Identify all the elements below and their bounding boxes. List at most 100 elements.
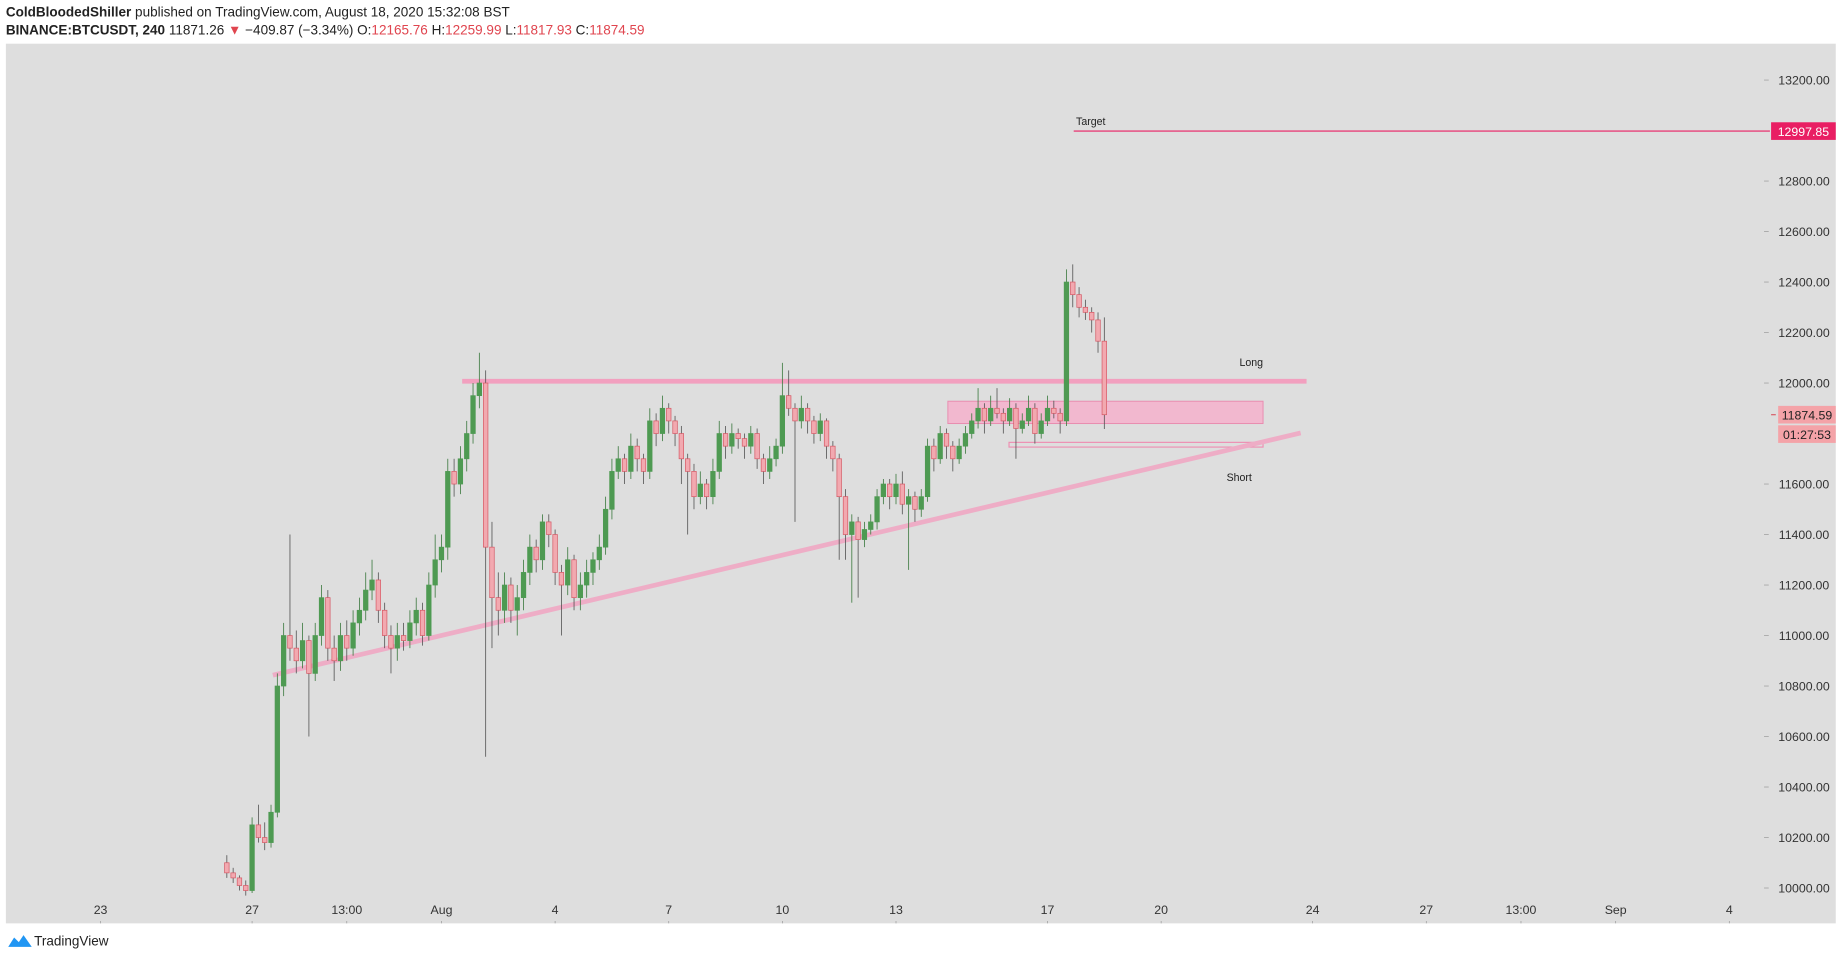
candle-body xyxy=(817,420,823,434)
candle-body xyxy=(337,635,344,662)
candle-body xyxy=(1089,311,1095,321)
x-tick-label: 7 xyxy=(665,903,672,917)
publish-line: ColdBloodedShiller published on TradingV… xyxy=(6,5,510,20)
y-tick-label: 12600.00 xyxy=(1778,225,1830,239)
x-tick-label: 23 xyxy=(94,903,108,917)
candle-body xyxy=(773,445,779,460)
y-tick-label: 10400.00 xyxy=(1778,781,1830,795)
x-tick-label: 27 xyxy=(1419,903,1433,917)
candle-body xyxy=(912,496,918,510)
y-tick-label: 11200.00 xyxy=(1779,579,1830,593)
candle-body xyxy=(760,458,767,472)
open: 12165.76 xyxy=(371,22,427,37)
candle-body xyxy=(584,572,590,586)
candle-body xyxy=(1101,340,1107,416)
x-tick-label: Aug xyxy=(431,903,453,917)
candle-body xyxy=(962,433,969,447)
candle-body xyxy=(653,420,659,434)
candle-body xyxy=(514,597,520,611)
candle-body xyxy=(849,521,855,535)
candle-body xyxy=(685,458,691,472)
candle-body xyxy=(394,635,400,649)
logo[interactable] xyxy=(8,935,32,947)
ohlc-line: BINANCE:BTCUSDT, 240 11871.26 ▼ −409.87 … xyxy=(6,22,645,37)
x-tick-label: 4 xyxy=(1726,903,1733,917)
candle-body xyxy=(464,433,470,460)
brand[interactable]: TradingView xyxy=(34,934,109,949)
y-tick-label: 12400.00 xyxy=(1778,276,1830,290)
candle-body xyxy=(855,521,861,540)
short-label: Short xyxy=(1227,472,1252,484)
candle-body xyxy=(527,546,533,573)
candle-body xyxy=(994,407,1000,414)
candle-body xyxy=(596,546,602,561)
candle-body xyxy=(331,647,337,662)
candle-body xyxy=(1063,281,1070,422)
candle-body xyxy=(558,572,565,586)
candle-body xyxy=(615,458,621,472)
author[interactable]: ColdBloodedShiller xyxy=(6,5,132,20)
x-tick-label: 13:00 xyxy=(1506,903,1537,917)
candle-body xyxy=(325,597,331,649)
l-label: L: xyxy=(505,22,516,37)
candle-body xyxy=(754,433,760,460)
candle-body xyxy=(299,640,306,662)
candle-body xyxy=(893,483,899,498)
candle-body xyxy=(470,395,476,434)
candle-body xyxy=(230,872,236,879)
candles xyxy=(224,264,1107,896)
candle-body xyxy=(533,546,539,561)
last-price: 11871.26 xyxy=(169,22,224,37)
candle-body xyxy=(268,811,274,843)
candle-body xyxy=(262,837,268,843)
candle-body xyxy=(255,824,262,838)
candle-body xyxy=(489,546,495,599)
candle-body xyxy=(880,483,887,498)
candle-body xyxy=(539,521,546,561)
candle-body xyxy=(792,407,798,422)
candle-body xyxy=(501,584,508,611)
short-zone xyxy=(1008,441,1264,448)
candle-body xyxy=(988,407,994,422)
candle-body xyxy=(666,407,672,422)
candle-body xyxy=(899,483,905,505)
published: published on TradingView.com, August 18,… xyxy=(135,5,510,20)
candle-body xyxy=(546,521,552,535)
candle-body xyxy=(672,420,678,434)
candle-body xyxy=(565,559,571,586)
axes: 10000.00 10200.00 10400.00 10600.00 10800.00… xyxy=(94,74,1836,924)
candle-body xyxy=(804,407,811,422)
candle-body xyxy=(950,445,956,460)
candle-body xyxy=(476,382,482,397)
candle-body xyxy=(887,483,893,498)
target-label: Target xyxy=(1076,116,1105,128)
c-label: C: xyxy=(576,22,590,37)
candle-body xyxy=(438,546,445,561)
candle-body xyxy=(659,407,666,434)
candle-body xyxy=(457,458,464,485)
countdown-tag xyxy=(1778,425,1836,443)
y-tick-label: 11000.00 xyxy=(1779,629,1830,643)
close: 11874.59 xyxy=(589,22,644,37)
candle-body xyxy=(628,445,634,472)
long-label: Long xyxy=(1240,357,1264,369)
candle-body xyxy=(577,584,583,599)
candle-body xyxy=(1095,319,1101,342)
candle-body xyxy=(287,635,293,649)
candle-body xyxy=(609,471,615,510)
candle-body xyxy=(729,433,735,447)
candle-body xyxy=(451,471,457,485)
candle-body xyxy=(931,445,937,460)
candle-body xyxy=(937,433,943,460)
candle-body xyxy=(1082,306,1089,313)
footer: TradingView xyxy=(8,934,109,949)
candle-body xyxy=(281,635,287,687)
countdown-label: 01:27:53 xyxy=(1783,428,1831,442)
candle-body xyxy=(722,433,729,447)
candle-body xyxy=(413,609,419,624)
candle-body xyxy=(710,471,716,498)
candle-body xyxy=(407,622,413,641)
candle-body xyxy=(924,445,931,498)
candle-body xyxy=(981,407,988,422)
chart-area xyxy=(5,43,1836,924)
